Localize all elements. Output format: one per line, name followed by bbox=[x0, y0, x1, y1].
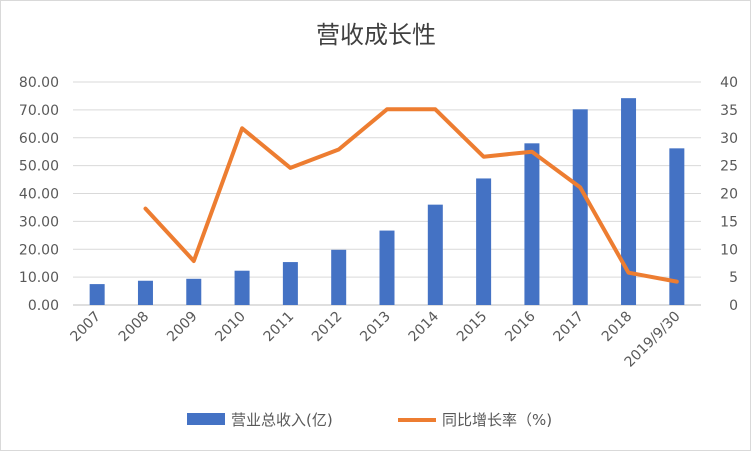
bar-series bbox=[89, 98, 685, 305]
right-axis-tick-label: 25 bbox=[720, 159, 738, 175]
right-axis-tick-label: 30 bbox=[720, 131, 738, 147]
x-axis-tick-label: 2013 bbox=[357, 309, 394, 346]
x-axis-tick-label: 2011 bbox=[261, 309, 298, 346]
bar bbox=[621, 98, 637, 305]
x-axis-tick-label: 2012 bbox=[309, 309, 346, 346]
right-axis-tick-label: 10 bbox=[720, 242, 738, 258]
right-axis-tick-label: 0 bbox=[729, 298, 738, 314]
left-axis-tick-label: 30.00 bbox=[19, 214, 59, 230]
left-axis-tick-label: 10.00 bbox=[19, 270, 59, 286]
left-axis-tick-label: 20.00 bbox=[19, 242, 59, 258]
left-axis-tick-label: 0.00 bbox=[28, 298, 59, 314]
left-axis-tick-label: 40.00 bbox=[19, 187, 59, 203]
x-axis-tick-label: 2007 bbox=[67, 309, 104, 346]
x-axis-tick-label: 2015 bbox=[454, 309, 491, 346]
right-axis-tick-label: 35 bbox=[720, 103, 738, 119]
bar bbox=[89, 284, 105, 305]
legend: 营业总收入(亿) 同比增长率（%) bbox=[187, 411, 552, 429]
left-axis-tick-label: 70.00 bbox=[19, 103, 59, 119]
x-axis-ticks: 2007 2008 2009 2010 2011 2012 2013 2014 2015 2016… bbox=[67, 308, 683, 370]
x-axis-tick-label: 2009 bbox=[164, 309, 201, 346]
left-axis-ticks: 0.00 10.00 20.00 30.00 40.00 50.00 60.00 70.00 8… bbox=[19, 75, 59, 314]
bar bbox=[524, 143, 540, 305]
bar bbox=[427, 204, 443, 305]
legend-label-revenue: 营业总收入(亿) bbox=[231, 411, 333, 429]
right-axis-tick-label: 40 bbox=[720, 75, 738, 91]
x-axis-tick-label: 2016 bbox=[502, 308, 539, 345]
bar bbox=[476, 178, 492, 305]
bar bbox=[282, 262, 298, 305]
x-axis-tick-label: 2017 bbox=[551, 309, 588, 346]
bar bbox=[331, 249, 347, 305]
x-axis-tick-label: 2010 bbox=[212, 309, 249, 346]
legend-label-growth: 同比增长率（%) bbox=[442, 411, 552, 429]
chart-title: 营收成长性 bbox=[316, 21, 436, 49]
bar bbox=[137, 280, 153, 305]
left-axis-tick-label: 50.00 bbox=[19, 159, 59, 175]
bar bbox=[669, 148, 685, 305]
bar bbox=[234, 270, 250, 305]
right-axis-ticks: 0 5 10 15 20 25 30 35 40 bbox=[720, 75, 738, 314]
bar bbox=[572, 109, 588, 305]
right-axis-tick-label: 20 bbox=[720, 187, 738, 203]
right-axis-tick-label: 5 bbox=[729, 270, 738, 286]
left-axis-tick-label: 80.00 bbox=[19, 75, 59, 91]
right-axis-tick-label: 15 bbox=[720, 214, 738, 230]
x-axis-tick-label: 2018 bbox=[599, 309, 636, 346]
left-axis-tick-label: 60.00 bbox=[19, 131, 59, 147]
legend-swatch-revenue bbox=[187, 413, 225, 425]
line-series bbox=[143, 107, 679, 284]
gridlines bbox=[73, 81, 701, 306]
bar bbox=[186, 278, 202, 305]
bar bbox=[379, 230, 395, 305]
x-axis-tick-label: 2014 bbox=[406, 308, 443, 345]
x-axis-tick-label: 2008 bbox=[116, 309, 153, 346]
growth-rate-line bbox=[143, 107, 679, 284]
